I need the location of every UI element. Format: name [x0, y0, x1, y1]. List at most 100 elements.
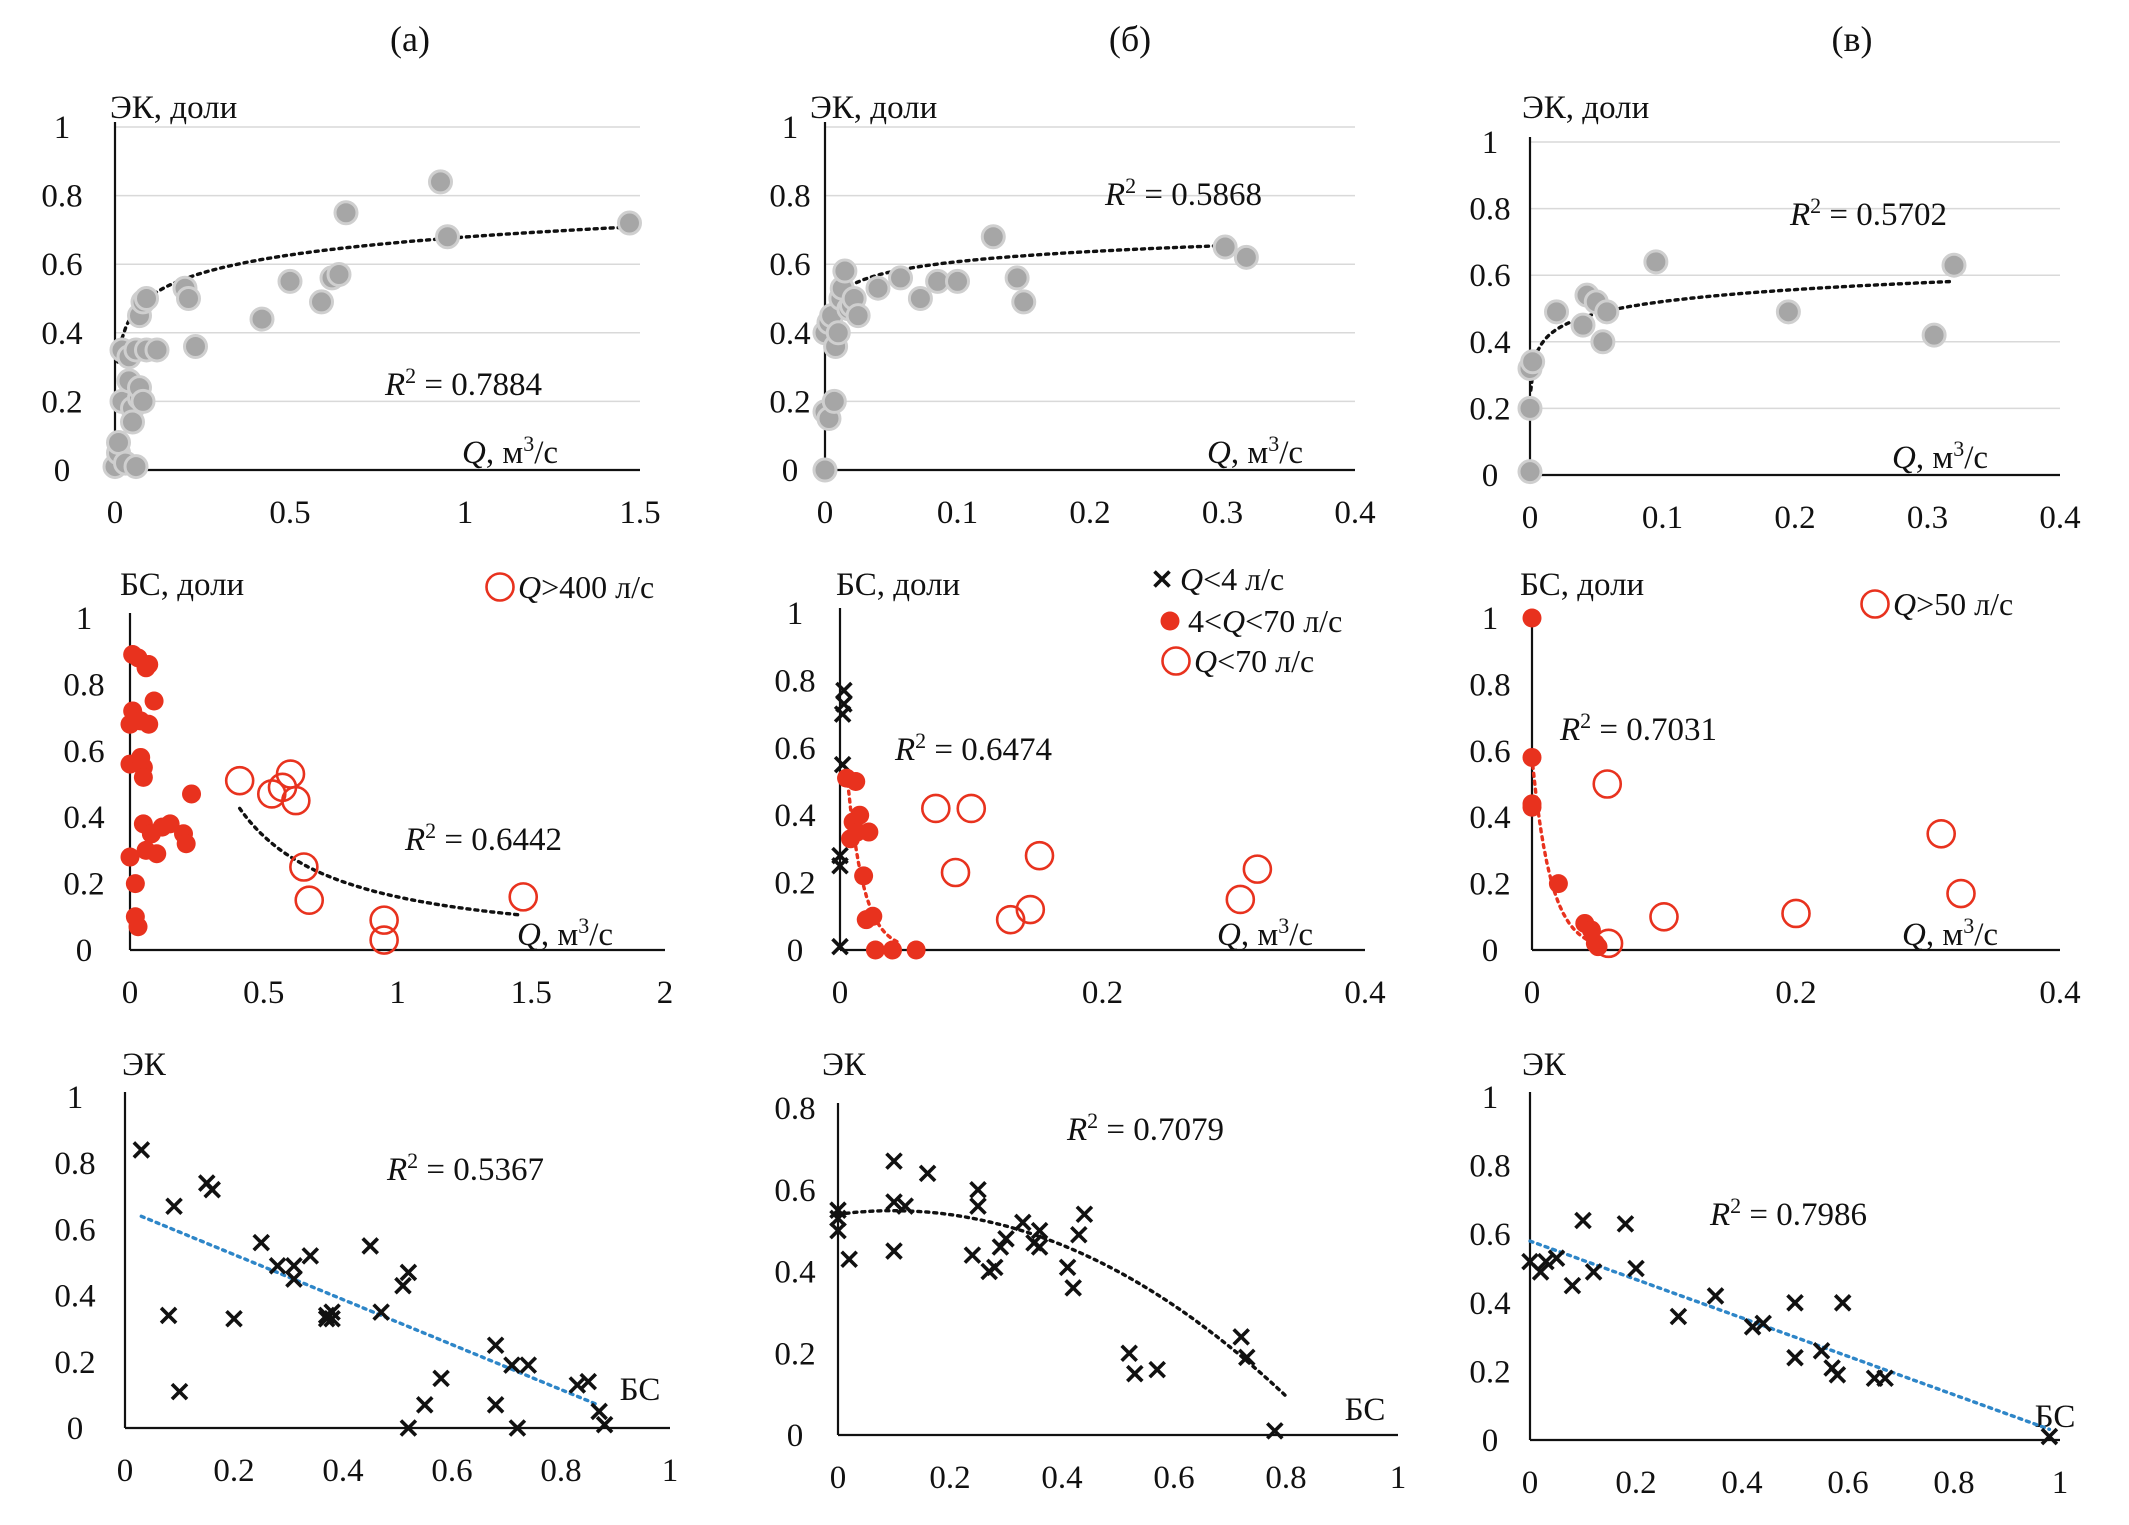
data-point — [1537, 1252, 1555, 1271]
trendline — [116, 225, 632, 364]
data-point — [885, 1152, 903, 1170]
data-point — [865, 940, 885, 960]
x-tick-label: 0.6 — [431, 1453, 472, 1489]
data-point — [921, 793, 951, 824]
data-point — [1232, 1328, 1250, 1346]
data-point — [1522, 747, 1542, 767]
data-point — [1148, 1360, 1166, 1379]
data-point — [1669, 1307, 1688, 1326]
data-point — [519, 1356, 538, 1374]
y-tick-label: 0 — [787, 1418, 804, 1454]
y-axis-label: ЭК — [1522, 1047, 1567, 1083]
x-tick-label: 0 — [107, 495, 124, 531]
y-tick-label: 0.4 — [41, 316, 82, 352]
x-tick-label: 0 — [817, 495, 834, 531]
legend-marker — [1161, 646, 1191, 676]
x-tick-label: 0 — [1524, 975, 1541, 1011]
data-point — [1544, 299, 1569, 325]
legend-label: Q<4 л/с — [1180, 561, 1284, 597]
data-point — [1616, 1215, 1635, 1233]
data-point — [1233, 244, 1259, 270]
data-point — [1590, 329, 1616, 355]
data-point — [1786, 1294, 1804, 1312]
x-tick-label: 0.6 — [1153, 1460, 1194, 1496]
x-tick-label: 1 — [457, 495, 474, 531]
trendline — [238, 806, 520, 917]
x-axis-label: БС — [620, 1372, 661, 1408]
x-tick-label: 0.1 — [1642, 500, 1683, 536]
data-point — [883, 940, 902, 960]
data-point — [1075, 1205, 1094, 1224]
x-tick-label: 0 — [117, 1453, 134, 1489]
y-tick-label: 0.2 — [774, 866, 815, 902]
data-point — [846, 772, 866, 791]
data-point — [1649, 901, 1679, 932]
x-tick-label: 0.3 — [1202, 495, 1243, 531]
data-point — [940, 857, 971, 888]
legend-marker — [1160, 611, 1180, 631]
x-tick-label: 0.1 — [937, 495, 978, 531]
data-point — [1030, 1238, 1049, 1256]
data-point — [1775, 299, 1801, 325]
y-tick-label: 0.8 — [63, 667, 104, 703]
legend-marker — [485, 572, 515, 602]
data-point — [1921, 322, 1947, 348]
x-tick-label: 0.5 — [243, 975, 284, 1011]
trendline — [836, 1209, 1288, 1398]
data-point — [432, 1369, 450, 1388]
data-point — [969, 1180, 987, 1199]
y-tick-label: 0.4 — [1469, 325, 1510, 361]
data-point — [369, 905, 399, 935]
data-point — [1030, 1221, 1049, 1240]
x-tick-label: 0.2 — [213, 1453, 254, 1489]
data-point — [1212, 234, 1238, 260]
data-point — [1070, 1225, 1088, 1244]
x-tick-label: 1.5 — [511, 975, 552, 1011]
r2-label: R2 = 0.5367 — [386, 1148, 544, 1189]
data-point — [1517, 395, 1543, 421]
data-point — [435, 224, 460, 250]
data-point — [885, 1193, 903, 1211]
x-tick-label: 0 — [832, 975, 849, 1011]
y-tick-label: 0.4 — [1469, 800, 1510, 836]
x-tick-label: 1 — [662, 1453, 679, 1489]
y-axis-label: ЭК, доли — [1522, 90, 1649, 126]
y-tick-label: 0.2 — [54, 1345, 95, 1381]
data-point — [252, 1233, 271, 1252]
data-point — [945, 268, 970, 294]
data-point — [285, 1257, 303, 1275]
data-point — [918, 1164, 937, 1183]
data-point — [1743, 1318, 1762, 1336]
y-tick-label: 0.6 — [54, 1212, 95, 1248]
data-point — [160, 814, 180, 834]
y-axis-label: БС, доли — [1520, 567, 1644, 603]
data-point — [225, 1309, 243, 1328]
data-point — [503, 1356, 521, 1374]
x-tick-label: 1.5 — [619, 495, 660, 531]
chart-a1: 0 0.2 0.4 0.6 0.8 1 0 0.5 1 1.5 ЭК, доли Q, м3/с R2 … — [41, 90, 660, 531]
data-point — [1011, 289, 1037, 315]
x-tick-label: 0.4 — [2039, 500, 2080, 536]
data-point — [144, 691, 164, 711]
data-point — [159, 1306, 178, 1325]
x-tick-label: 1 — [1390, 1460, 1407, 1496]
r2-label: R2 = 0.5702 — [1789, 193, 1947, 234]
data-point — [1520, 349, 1546, 375]
data-point — [224, 765, 255, 796]
y-tick-label: 0.2 — [769, 384, 810, 420]
data-point — [130, 388, 156, 414]
data-point — [1548, 874, 1568, 894]
panel-title-c: (в) — [1831, 19, 1873, 59]
r2-label: R2 = 0.7884 — [384, 363, 542, 404]
data-point — [579, 1372, 598, 1391]
data-point — [486, 1396, 505, 1414]
data-point — [134, 286, 159, 311]
trendline — [1529, 279, 1956, 392]
data-point — [995, 904, 1026, 935]
data-point — [1064, 1279, 1082, 1297]
x-axis-label: Q, м3/с — [517, 913, 613, 954]
legend-label: Q>50 л/с — [1893, 586, 2013, 622]
chart-b1: 0 0.2 0.4 0.6 0.8 1 0 0.1 0.2 0.3 0.4 ЭК, доли Q, м3… — [769, 90, 1375, 531]
